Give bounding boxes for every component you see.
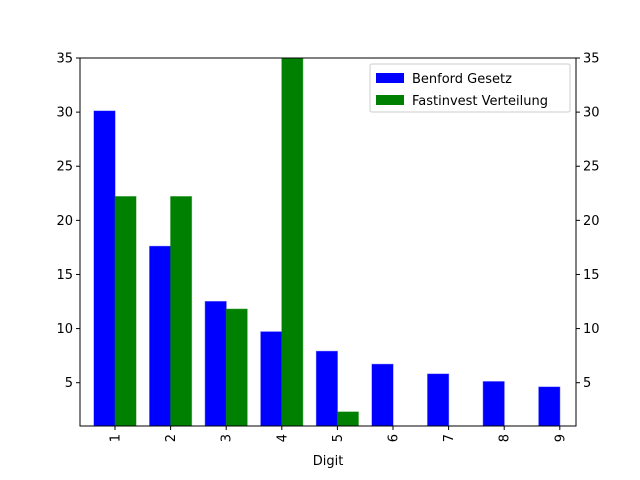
right-ytick-label: 15 bbox=[583, 268, 600, 283]
right-ytick-label: 5 bbox=[583, 376, 591, 391]
bar-benford-gesetz-3 bbox=[204, 301, 227, 427]
ticks-layer: 5 5 10 10 15 15 20 20 25 25 30 30 35 35 1 2 3 4 5 6 7 8 9 bbox=[56, 52, 599, 443]
left-ytick-label: 25 bbox=[56, 160, 73, 175]
right-ytick-label: 35 bbox=[583, 52, 600, 67]
right-ytick-label: 20 bbox=[583, 214, 600, 229]
right-ytick-label: 25 bbox=[583, 160, 600, 175]
left-ytick-label: 5 bbox=[65, 376, 73, 391]
bar-fastinvest-verteilung-2 bbox=[170, 196, 193, 427]
bar-benford-gesetz-1 bbox=[93, 110, 116, 427]
bar-benford-gesetz-9 bbox=[538, 386, 561, 427]
bar-benford-gesetz-6 bbox=[371, 363, 394, 427]
xtick-label-1: 1 bbox=[109, 434, 124, 442]
xtick-label-7: 7 bbox=[442, 434, 457, 442]
legend-swatch-1 bbox=[376, 73, 404, 83]
left-ytick-label: 30 bbox=[56, 106, 73, 121]
bars-layer bbox=[93, 57, 561, 427]
left-ytick-label: 35 bbox=[56, 52, 73, 67]
bar-benford-gesetz-7 bbox=[427, 373, 450, 427]
xtick-label-4: 4 bbox=[275, 434, 290, 442]
bar-fastinvest-verteilung-1 bbox=[114, 196, 137, 427]
legend-swatch-2 bbox=[376, 95, 404, 105]
bar-fastinvest-verteilung-3 bbox=[225, 308, 248, 427]
bar-benford-gesetz-8 bbox=[482, 381, 505, 427]
xtick-label-2: 2 bbox=[164, 434, 179, 442]
xtick-label-5: 5 bbox=[331, 434, 346, 442]
bar-fastinvest-verteilung-5 bbox=[336, 411, 359, 427]
left-ytick-label: 15 bbox=[56, 268, 73, 283]
xtick-label-8: 8 bbox=[498, 434, 513, 442]
xtick-label-6: 6 bbox=[387, 434, 402, 442]
x-axis-title: Digit bbox=[313, 454, 344, 469]
legend-label-1: Benford Gesetz bbox=[412, 72, 512, 87]
plot-frame bbox=[79, 57, 577, 427]
right-ytick-label: 10 bbox=[583, 322, 600, 337]
bar-fastinvest-verteilung-4 bbox=[281, 57, 304, 427]
left-ytick-label: 20 bbox=[56, 214, 73, 229]
bar-benford-gesetz-4 bbox=[260, 331, 283, 427]
xtick-label-3: 3 bbox=[220, 434, 235, 442]
legend: Benford Gesetz Fastinvest Verteilung bbox=[369, 63, 571, 113]
xtick-label-9: 9 bbox=[553, 434, 568, 442]
right-ytick-label: 30 bbox=[583, 106, 600, 121]
legend-label-2: Fastinvest Verteilung bbox=[412, 94, 548, 109]
left-ytick-label: 10 bbox=[56, 322, 73, 337]
bar-benford-gesetz-2 bbox=[149, 245, 172, 427]
bar-benford-gesetz-5 bbox=[315, 350, 338, 427]
legend-box bbox=[369, 63, 571, 113]
